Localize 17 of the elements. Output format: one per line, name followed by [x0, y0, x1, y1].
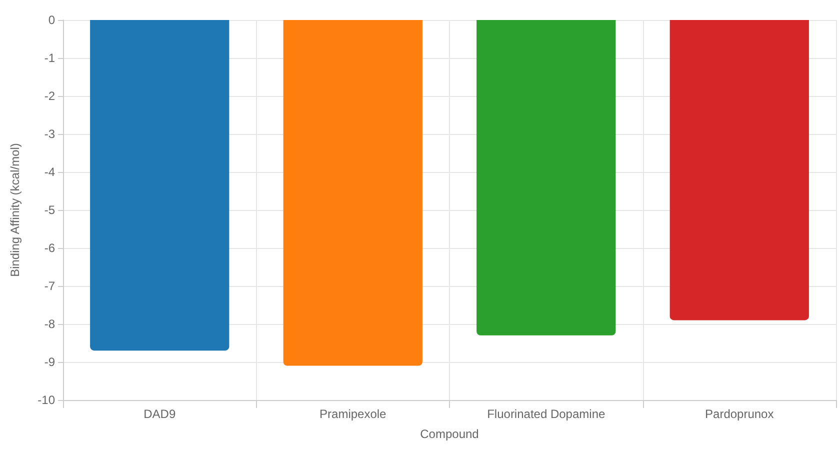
x-tick-label: Pramipexole [320, 407, 387, 421]
y-tick-label: 0 [48, 13, 56, 27]
y-axis-title: Binding Affinity (kcal/mol) [8, 143, 22, 277]
y-tick-label: -3 [44, 127, 56, 141]
y-tick-label: -2 [44, 89, 56, 103]
y-tick-label: -9 [44, 355, 56, 369]
x-tick-label: DAD9 [144, 407, 176, 421]
y-tick-label: -5 [44, 203, 56, 217]
y-tick-label: -8 [44, 317, 56, 331]
y-tick-label: -7 [44, 279, 56, 293]
y-tick-label: -10 [38, 393, 56, 407]
x-tick-label: Pardoprunox [705, 407, 774, 421]
y-tick-label: -6 [44, 241, 56, 255]
x-axis-title: Compound [420, 427, 479, 441]
y-tick-label: -4 [44, 165, 56, 179]
x-tick-label: Fluorinated Dopamine [487, 407, 606, 421]
y-tick-label: -1 [44, 51, 56, 65]
